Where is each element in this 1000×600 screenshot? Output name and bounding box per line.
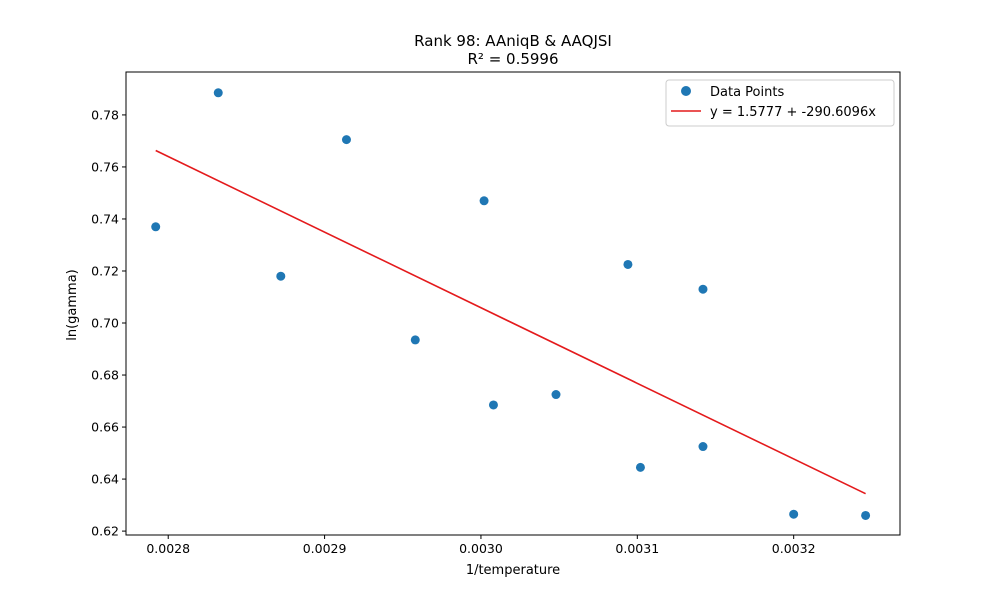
data-point	[341, 135, 351, 145]
data-point	[861, 510, 871, 520]
chart-title: Rank 98: AAniqB & AAQJSI	[414, 32, 612, 50]
x-axis: 0.0028 0.0029 0.0030 0.0031 0.0032	[146, 535, 816, 556]
plot-area	[151, 88, 871, 520]
y-tick-label: 0.74	[91, 211, 119, 226]
y-tick-label: 0.66	[91, 420, 119, 435]
legend-label-fit-line: y = 1.5777 + -290.6096x	[710, 105, 876, 120]
y-tick-label: 0.64	[91, 472, 119, 487]
legend-frame	[665, 79, 895, 127]
axes-frame	[125, 71, 901, 536]
data-point	[698, 442, 708, 452]
data-point	[789, 509, 799, 519]
fit-line	[155, 149, 866, 495]
y-tick-label: 0.76	[91, 159, 119, 174]
y-axis: 0.62 0.64 0.66 0.68 0.70 0.72 0.74 0.76 0.78	[91, 107, 126, 539]
data-point	[551, 390, 561, 400]
data-point	[479, 196, 489, 206]
chart-subtitle: R² = 0.5996	[467, 50, 558, 68]
data-point	[151, 222, 161, 232]
data-point	[635, 462, 645, 472]
x-axis-label: 1/temperature	[466, 563, 560, 578]
legend-label-data-points: Data Points	[710, 85, 784, 100]
x-tick-label: 0.0031	[615, 541, 659, 556]
y-axis-label: ln(gamma)	[65, 269, 80, 341]
y-tick-label: 0.68	[91, 368, 119, 383]
y-tick-label: 0.70	[91, 316, 119, 331]
data-point	[698, 284, 708, 294]
x-tick-label: 0.0029	[303, 541, 347, 556]
data-point	[623, 259, 633, 269]
x-tick-label: 0.0028	[146, 541, 190, 556]
y-tick-label: 0.72	[91, 263, 119, 278]
data-point	[213, 88, 223, 98]
y-tick-label: 0.78	[91, 107, 119, 122]
data-point	[276, 271, 286, 281]
legend: Data Points y = 1.5777 + -290.6096x	[665, 79, 895, 127]
data-point	[488, 400, 498, 410]
x-tick-label: 0.0030	[459, 541, 503, 556]
data-point	[410, 335, 420, 345]
y-tick-label: 0.62	[91, 524, 119, 539]
legend-marker-data-points	[681, 86, 691, 96]
x-tick-label: 0.0032	[772, 541, 816, 556]
